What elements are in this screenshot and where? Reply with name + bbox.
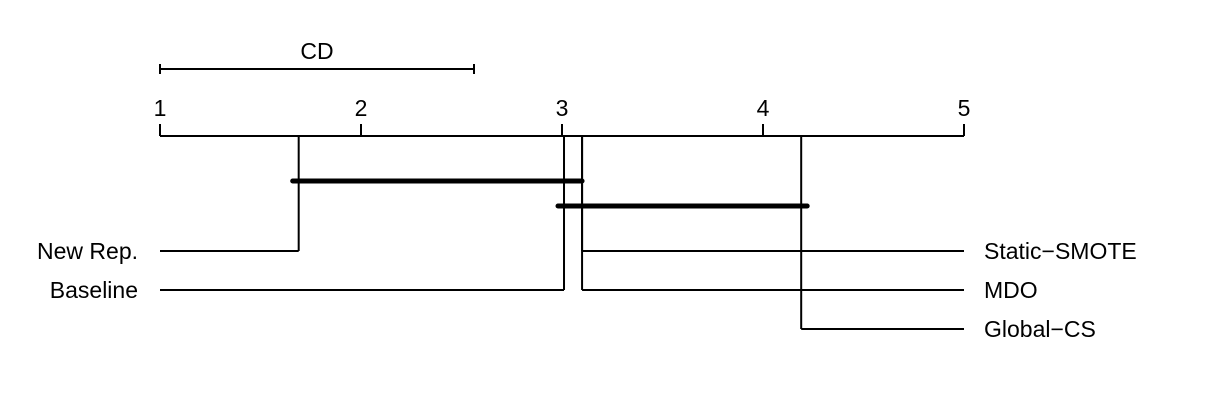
clique-bars (290, 178, 810, 209)
method-label: Static−SMOTE (984, 238, 1137, 264)
method-label: Baseline (50, 277, 138, 303)
method-connectors: New Rep. Baseline Static−SMOTE MDO Global−CS (37, 136, 1137, 342)
tick-label: 3 (556, 95, 569, 121)
method-label: New Rep. (37, 238, 138, 264)
tick-label: 1 (154, 95, 167, 121)
cd-scale: CD (159, 38, 475, 74)
method-label: MDO (984, 277, 1038, 303)
tick-label: 5 (958, 95, 971, 121)
method-label: Global−CS (984, 316, 1096, 342)
cd-label: CD (300, 38, 333, 64)
tick-label: 2 (355, 95, 368, 121)
tick-label: 4 (757, 95, 770, 121)
axis-ticks: 1 2 3 4 5 (154, 95, 971, 136)
